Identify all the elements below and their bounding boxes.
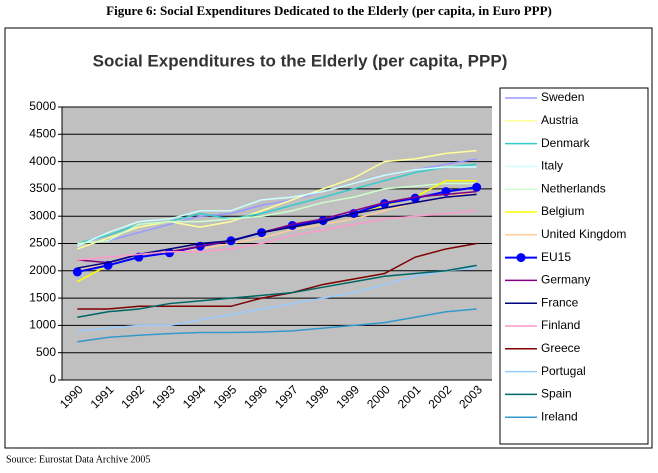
chart-title: Social Expenditures to the Elderly (per … — [93, 51, 508, 70]
legend-label: Finland — [541, 318, 580, 332]
legend-label: Portugal — [541, 364, 586, 378]
series-line — [77, 242, 477, 310]
legend-label: Austria — [541, 113, 579, 127]
series-line — [77, 308, 477, 343]
legend-label: Ireland — [541, 409, 578, 423]
y-tick-label: 4000 — [29, 154, 56, 168]
legend-label: Spain — [541, 387, 572, 401]
legend-label: Greece — [541, 341, 581, 355]
y-tick-label: 0 — [49, 372, 56, 386]
y-tick-label: 1500 — [29, 290, 56, 304]
legend — [499, 87, 649, 445]
point-marker — [472, 182, 482, 192]
legend-label: Belgium — [541, 204, 584, 218]
series-line — [77, 264, 477, 318]
series-line — [77, 209, 477, 261]
point-marker — [410, 193, 420, 203]
legend-label: United Kingdom — [541, 227, 626, 241]
legend-label: Germany — [541, 273, 590, 287]
series-line — [77, 267, 477, 332]
legend-marker — [516, 253, 526, 263]
point-marker — [72, 267, 82, 277]
y-tick-label: 2000 — [29, 263, 56, 277]
y-tick-label: 1000 — [29, 318, 56, 332]
figure-caption: Figure 6: Social Expenditures Dedicated … — [106, 3, 552, 18]
y-tick-label: 500 — [36, 345, 56, 359]
source-note: Source: Eurostat Data Archive 2005 — [6, 454, 150, 465]
legend-label: Netherlands — [541, 181, 606, 195]
series-line — [77, 166, 477, 247]
y-tick-label: 3500 — [29, 181, 56, 195]
legend-label: France — [541, 295, 579, 309]
legend-label: EU15 — [541, 250, 571, 264]
legend-label: Italy — [541, 159, 563, 173]
series-line — [77, 149, 477, 250]
y-tick-label: 3000 — [29, 208, 56, 222]
legend-label: Denmark — [541, 136, 591, 150]
series-line — [77, 182, 477, 245]
y-tick-label: 5000 — [29, 99, 56, 113]
legend-label: Sweden — [541, 90, 584, 104]
y-tick-label: 4500 — [29, 126, 56, 140]
y-tick-label: 2500 — [29, 236, 56, 250]
